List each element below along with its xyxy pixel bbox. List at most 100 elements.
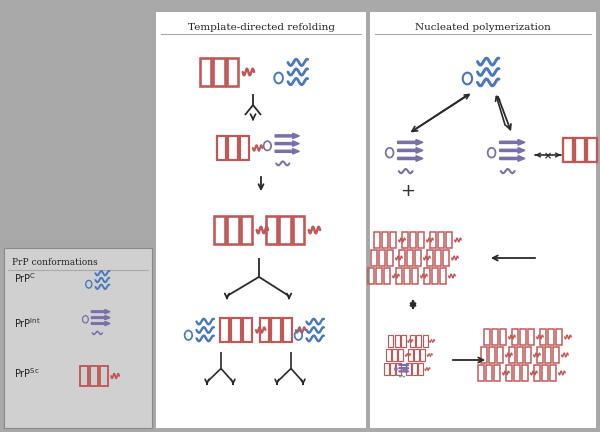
- FancyArrow shape: [91, 321, 110, 326]
- Bar: [399, 250, 406, 266]
- Text: +: +: [401, 182, 415, 200]
- Bar: [200, 58, 211, 86]
- Bar: [260, 318, 269, 342]
- Bar: [241, 216, 253, 244]
- Bar: [443, 250, 449, 266]
- Bar: [198, 12, 209, 428]
- Bar: [314, 12, 324, 428]
- Bar: [80, 366, 88, 386]
- Bar: [492, 329, 498, 345]
- Bar: [410, 335, 415, 347]
- Bar: [540, 329, 547, 345]
- FancyArrow shape: [399, 370, 409, 372]
- Bar: [427, 250, 433, 266]
- FancyArrow shape: [91, 315, 110, 320]
- Bar: [484, 329, 490, 345]
- Bar: [379, 250, 385, 266]
- Bar: [335, 12, 345, 428]
- FancyArrow shape: [275, 133, 299, 139]
- Bar: [392, 349, 397, 361]
- Bar: [517, 347, 523, 363]
- Bar: [506, 365, 512, 381]
- Bar: [494, 365, 500, 381]
- Bar: [527, 329, 534, 345]
- Bar: [370, 12, 382, 428]
- Bar: [389, 232, 396, 248]
- FancyArrow shape: [275, 141, 299, 146]
- Bar: [390, 363, 395, 375]
- FancyArrow shape: [398, 156, 423, 161]
- FancyArrow shape: [500, 147, 525, 153]
- Bar: [553, 347, 559, 363]
- Bar: [214, 216, 225, 244]
- Bar: [420, 349, 425, 361]
- Bar: [227, 58, 238, 86]
- Bar: [406, 363, 410, 375]
- Bar: [271, 318, 281, 342]
- Bar: [219, 12, 229, 428]
- Bar: [542, 365, 548, 381]
- Bar: [528, 12, 539, 428]
- Bar: [280, 216, 290, 244]
- Bar: [376, 268, 382, 284]
- Bar: [383, 268, 390, 284]
- Bar: [228, 137, 238, 159]
- Bar: [395, 335, 400, 347]
- Bar: [494, 12, 506, 428]
- Bar: [324, 12, 335, 428]
- Bar: [545, 347, 551, 363]
- Bar: [392, 12, 404, 428]
- FancyArrow shape: [500, 156, 525, 161]
- Bar: [562, 12, 574, 428]
- Bar: [483, 12, 494, 428]
- Bar: [415, 250, 421, 266]
- Bar: [478, 365, 484, 381]
- Bar: [345, 12, 355, 428]
- Bar: [282, 12, 293, 428]
- FancyArrow shape: [275, 149, 299, 154]
- Bar: [585, 12, 596, 428]
- Bar: [486, 365, 492, 381]
- Bar: [266, 216, 277, 244]
- Bar: [414, 349, 419, 361]
- FancyArrow shape: [399, 364, 409, 366]
- Bar: [388, 335, 394, 347]
- Bar: [240, 137, 249, 159]
- FancyArrow shape: [399, 367, 409, 369]
- Bar: [412, 363, 417, 375]
- Bar: [271, 12, 282, 428]
- Bar: [220, 318, 229, 342]
- FancyArrow shape: [500, 140, 525, 145]
- Bar: [432, 268, 438, 284]
- Bar: [303, 12, 314, 428]
- Bar: [514, 365, 520, 381]
- Bar: [371, 250, 377, 266]
- Bar: [156, 12, 366, 428]
- Bar: [537, 347, 544, 363]
- Bar: [293, 12, 303, 428]
- Bar: [261, 12, 271, 428]
- FancyArrow shape: [91, 309, 110, 314]
- Bar: [517, 12, 528, 428]
- Bar: [506, 12, 517, 428]
- Bar: [551, 12, 562, 428]
- Bar: [217, 137, 226, 159]
- Bar: [156, 12, 167, 428]
- FancyArrow shape: [398, 140, 423, 145]
- Bar: [355, 12, 366, 428]
- Bar: [167, 12, 177, 428]
- Bar: [408, 349, 413, 361]
- Bar: [386, 250, 393, 266]
- Bar: [556, 329, 562, 345]
- Bar: [382, 232, 388, 248]
- Bar: [386, 349, 391, 361]
- Bar: [412, 268, 418, 284]
- Bar: [438, 12, 449, 428]
- Text: PrP$^\mathrm{C}$: PrP$^\mathrm{C}$: [14, 271, 36, 285]
- Text: PrP$^\mathrm{Sc}$: PrP$^\mathrm{Sc}$: [14, 366, 40, 380]
- Bar: [521, 365, 528, 381]
- Bar: [283, 318, 292, 342]
- FancyArrow shape: [398, 147, 423, 153]
- Bar: [404, 12, 415, 428]
- Bar: [550, 365, 556, 381]
